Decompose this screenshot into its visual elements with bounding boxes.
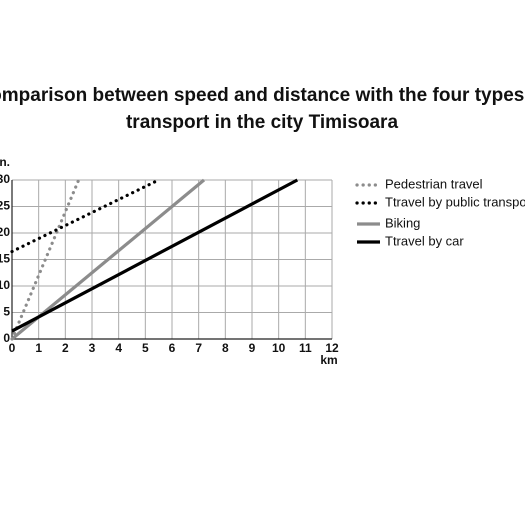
y-tick-label: 0 bbox=[3, 331, 10, 345]
x-tick-label: 2 bbox=[62, 341, 69, 355]
x-tick-label: 8 bbox=[222, 341, 229, 355]
legend-label: Ttravel by car bbox=[385, 233, 464, 248]
x-tick-label: 7 bbox=[195, 341, 202, 355]
y-tick-label: 10 bbox=[0, 278, 10, 292]
x-tick-label: 12 bbox=[325, 341, 339, 355]
x-tick-label: 9 bbox=[249, 341, 256, 355]
x-tick-label: 6 bbox=[169, 341, 176, 355]
x-tick-label: 4 bbox=[115, 341, 122, 355]
y-tick-label: 5 bbox=[3, 305, 10, 319]
y-tick-label: 25 bbox=[0, 199, 10, 213]
x-axis-label: km bbox=[320, 353, 337, 367]
y-tick-label: 20 bbox=[0, 225, 10, 239]
series-line bbox=[11, 178, 299, 333]
x-tick-label: 0 bbox=[9, 341, 16, 355]
x-tick-label: 11 bbox=[299, 341, 312, 355]
legend-label: Pedestrian travel bbox=[385, 176, 483, 191]
y-tick-label: 15 bbox=[0, 252, 10, 266]
chart-title: Comparison between speed and distance wi… bbox=[0, 85, 525, 106]
x-tick-label: 10 bbox=[272, 341, 286, 355]
x-tick-label: 1 bbox=[35, 341, 42, 355]
y-axis-label: min. bbox=[0, 155, 10, 169]
x-tick-label: 3 bbox=[89, 341, 96, 355]
chart-title: transport in the city Timisoara bbox=[126, 112, 398, 133]
x-tick-label: 5 bbox=[142, 341, 149, 355]
series-line bbox=[10, 178, 81, 341]
legend-label: Biking bbox=[385, 215, 420, 230]
legend-label: Ttravel by public transport bbox=[385, 194, 525, 209]
y-tick-label: 30 bbox=[0, 172, 10, 186]
series-line bbox=[10, 178, 161, 254]
